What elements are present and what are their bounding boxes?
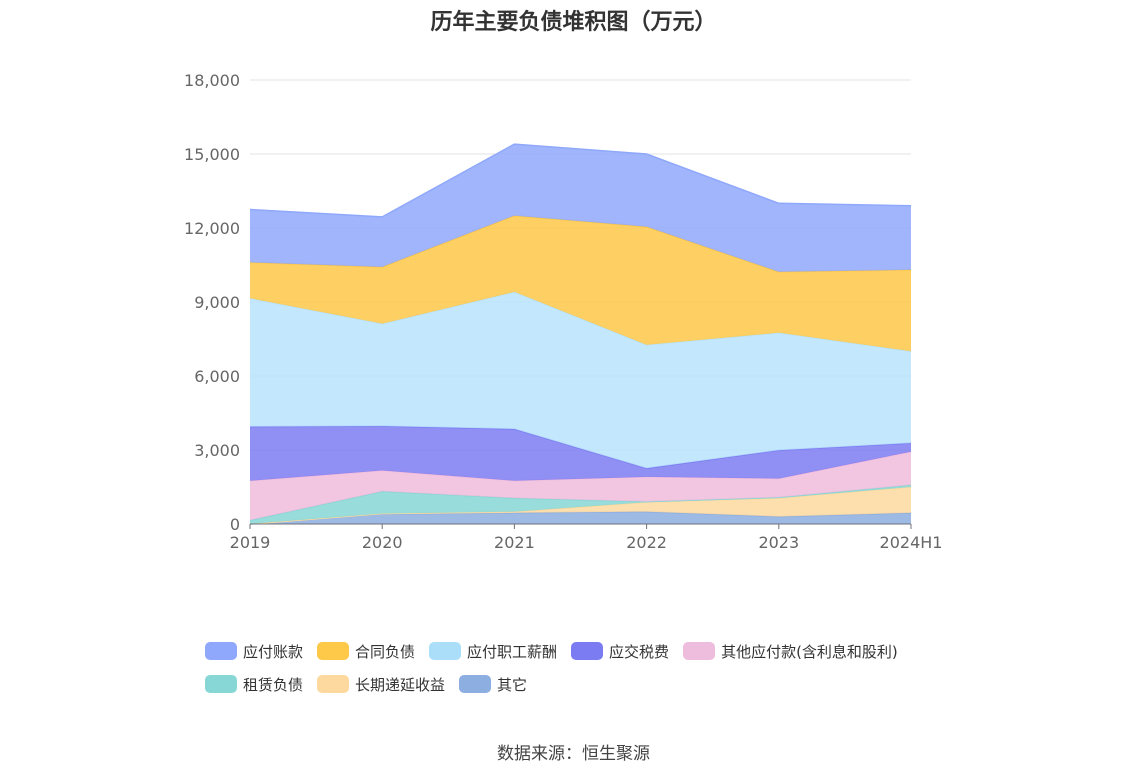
- data-source-note: 数据来源：恒生聚源: [497, 744, 650, 764]
- legend: 应付账款 合同负债 应付职工薪酬 应交税费 其他应付款(含利息和股利) 租赁负债…: [205, 640, 965, 706]
- y-tick-label: 15,000: [184, 145, 240, 164]
- legend-swatch: [317, 642, 350, 660]
- y-tick-label: 0: [230, 515, 240, 534]
- x-tick-label: 2023: [758, 533, 799, 552]
- legend-item[interactable]: 应付职工薪酬: [429, 641, 557, 662]
- legend-item[interactable]: 其他应付款(含利息和股利): [683, 641, 898, 662]
- legend-swatch: [683, 642, 716, 660]
- legend-item[interactable]: 租赁负债: [205, 674, 303, 695]
- area-series-8[interactable]: [250, 144, 911, 272]
- area-series-edge-8: [249, 143, 912, 218]
- y-tick-label: 6,000: [194, 367, 240, 386]
- y-tick-label: 9,000: [194, 293, 240, 312]
- area-series-4[interactable]: [250, 451, 911, 521]
- legend-item[interactable]: 其它: [459, 674, 527, 695]
- legend-label: 长期递延收益: [355, 675, 446, 694]
- y-tick-label: 12,000: [184, 219, 240, 238]
- area-series-1[interactable]: [250, 511, 911, 524]
- legend-swatch: [429, 642, 462, 660]
- axes: 0 3,000 6,000 9,000 12,000 15,000 18,000 2019 20…: [184, 71, 942, 552]
- x-tick-label: 2022: [626, 533, 667, 552]
- x-tick-label: 2021: [494, 533, 535, 552]
- x-tick-label: 2024H1: [880, 533, 943, 552]
- x-tick-label: 2019: [230, 533, 271, 552]
- legend-item[interactable]: 应交税费: [571, 641, 669, 662]
- y-tick-label: 18,000: [184, 71, 240, 90]
- legend-item[interactable]: 长期递延收益: [317, 674, 445, 695]
- legend-swatch: [317, 675, 350, 693]
- area-series-5[interactable]: [250, 426, 911, 481]
- legend-label: 租赁负债: [243, 675, 304, 694]
- legend-item[interactable]: 应付账款: [205, 641, 303, 662]
- legend-row-1: 应付账款 合同负债 应付职工薪酬 应交税费 其他应付款(含利息和股利): [205, 640, 965, 662]
- legend-swatch: [571, 642, 604, 660]
- x-tick-label: 2020: [362, 533, 403, 552]
- legend-label: 应付账款: [243, 642, 304, 661]
- area-series: [249, 143, 912, 525]
- legend-label: 应交税费: [609, 642, 670, 661]
- legend-label: 应付职工薪酬: [467, 642, 558, 661]
- legend-row-2: 租赁负债 长期递延收益 其它: [205, 673, 965, 695]
- legend-item[interactable]: 合同负债: [317, 641, 415, 662]
- area-series-2[interactable]: [250, 487, 911, 524]
- y-tick-label: 3,000: [194, 441, 240, 460]
- legend-label: 其它: [497, 675, 528, 694]
- legend-swatch: [205, 642, 237, 660]
- legend-swatch: [459, 675, 492, 693]
- legend-label: 合同负债: [355, 642, 416, 661]
- chart-title: 历年主要负债堆积图（万元）: [430, 10, 717, 35]
- legend-label: 其他应付款(含利息和股利): [721, 642, 898, 661]
- legend-swatch: [205, 675, 237, 693]
- area-series-3[interactable]: [250, 485, 911, 524]
- area-series-7[interactable]: [250, 215, 911, 352]
